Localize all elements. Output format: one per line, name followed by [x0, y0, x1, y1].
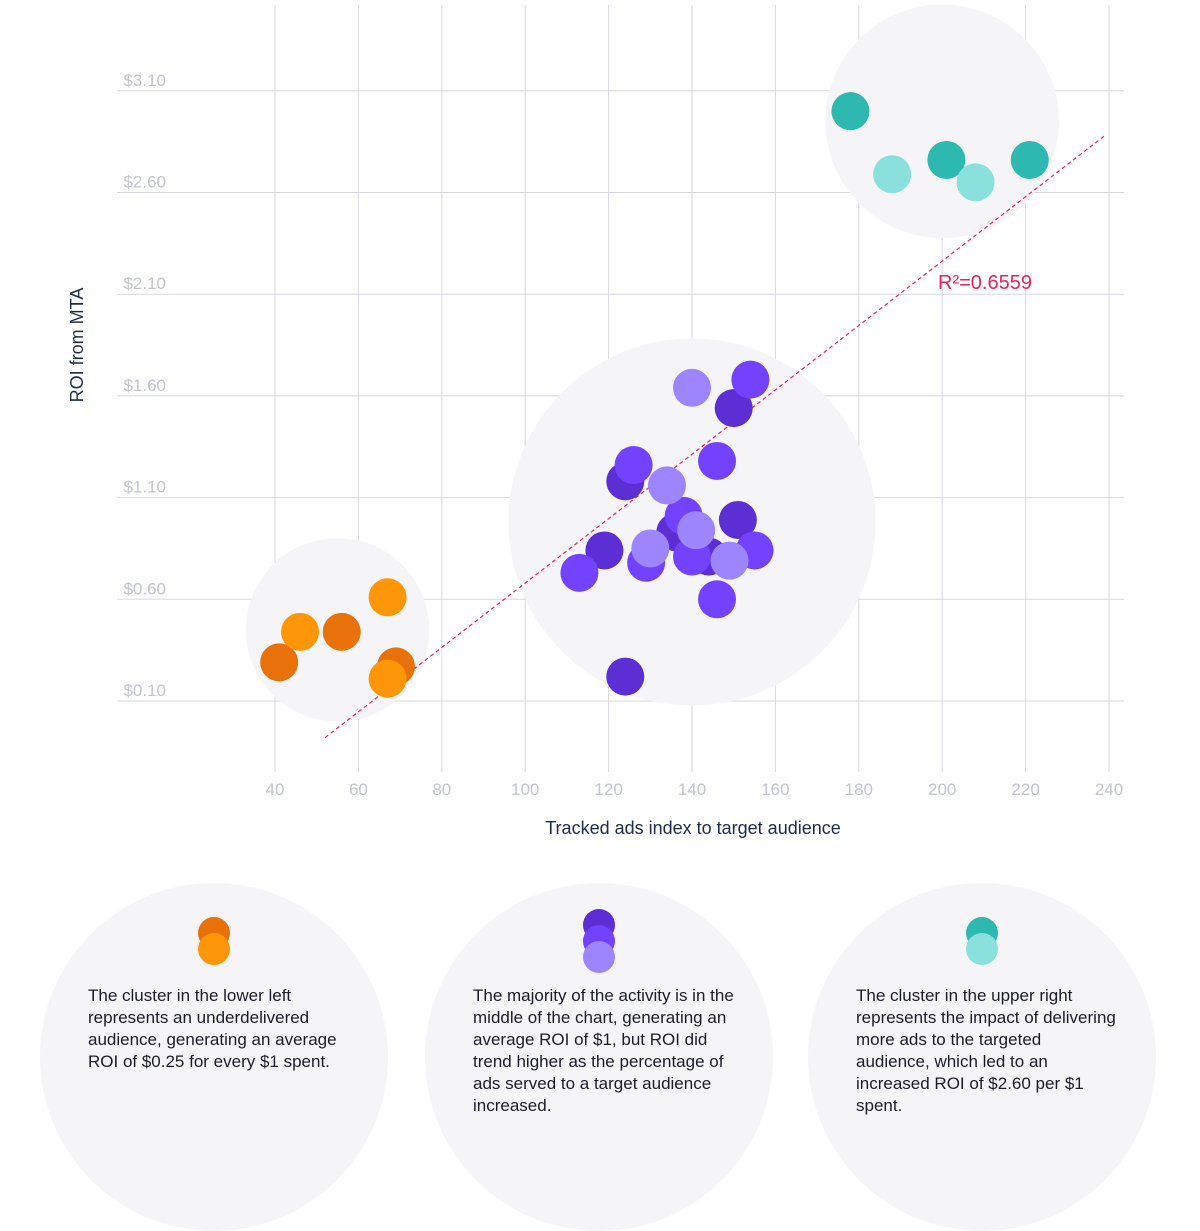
data-point: [614, 446, 653, 485]
data-point: [647, 466, 686, 505]
y-tick-label: $2.10: [123, 274, 166, 293]
data-point: [585, 531, 624, 570]
legend-swatches: [962, 909, 1002, 989]
data-point: [673, 368, 711, 407]
legend-card-text: The cluster in the upper right represent…: [856, 986, 1116, 1115]
x-tick-label: 120: [594, 780, 622, 799]
legend-swatch: [966, 933, 998, 965]
legend-card-upper-right: The cluster in the upper right represent…: [808, 883, 1156, 1231]
x-tick-label: 40: [266, 780, 285, 799]
data-point: [956, 163, 995, 202]
legend-swatch: [583, 941, 615, 973]
y-tick-label: $3.10: [123, 71, 166, 90]
data-point: [560, 553, 599, 592]
x-tick-label: 220: [1011, 780, 1039, 799]
data-point: [281, 612, 320, 651]
data-point: [718, 500, 757, 539]
legend-swatch: [198, 933, 230, 965]
legend-cards: The cluster in the lower left represents…: [0, 880, 1200, 1231]
data-points: [260, 92, 1049, 698]
data-point: [606, 657, 645, 696]
r-squared-label: R²=0.6559: [938, 272, 1032, 294]
tick-labels: 40 60 80 100 120 140 160 180 200 220 240 $0.10 $0.60…: [123, 71, 1123, 799]
legend-card-lower-left: The cluster in the lower left represents…: [40, 883, 388, 1231]
data-point: [1010, 140, 1049, 179]
data-point: [831, 92, 870, 131]
y-tick-label: $2.60: [123, 173, 166, 192]
data-point: [322, 612, 361, 651]
data-point: [260, 643, 299, 682]
data-point: [714, 389, 753, 428]
legend-swatches: [194, 909, 234, 989]
legend-swatches: [579, 909, 619, 989]
data-point: [710, 541, 749, 580]
y-tick-label: $1.10: [123, 478, 166, 497]
x-tick-label: 200: [928, 780, 956, 799]
data-point: [873, 155, 912, 194]
trendline-group: R²=0.6559: [324, 135, 1106, 739]
data-point: [698, 441, 737, 480]
x-tick-label: 180: [845, 780, 873, 799]
x-tick-label: 160: [761, 780, 789, 799]
y-axis-title: ROI from MTA: [67, 288, 87, 403]
data-point: [368, 578, 407, 617]
legend-card-middle: The majority of the activity is in the m…: [425, 883, 773, 1231]
x-tick-label: 80: [432, 780, 451, 799]
x-tick-label: 60: [349, 780, 368, 799]
x-axis-title: Tracked ads index to target audience: [545, 818, 841, 838]
trendline: [324, 135, 1106, 739]
y-tick-label: $0.10: [123, 681, 166, 700]
cluster-backgrounds: [245, 4, 1059, 722]
data-point: [631, 529, 670, 568]
data-point: [698, 580, 737, 619]
x-tick-label: 100: [511, 780, 539, 799]
data-point: [731, 360, 770, 399]
legend-card-text: The majority of the activity is in the m…: [473, 986, 734, 1115]
legend-card-text: The cluster in the lower left represents…: [88, 986, 337, 1071]
y-tick-label: $0.60: [123, 579, 166, 598]
data-point: [677, 511, 716, 550]
y-tick-label: $1.60: [123, 376, 166, 395]
x-tick-label: 140: [678, 780, 706, 799]
scatter-chart: R²=0.6559 40 60 80 100 120 140 160 180 200 220 240…: [67, 4, 1124, 838]
data-point: [927, 140, 966, 179]
x-tick-label: 240: [1095, 780, 1123, 799]
data-point: [368, 659, 407, 698]
